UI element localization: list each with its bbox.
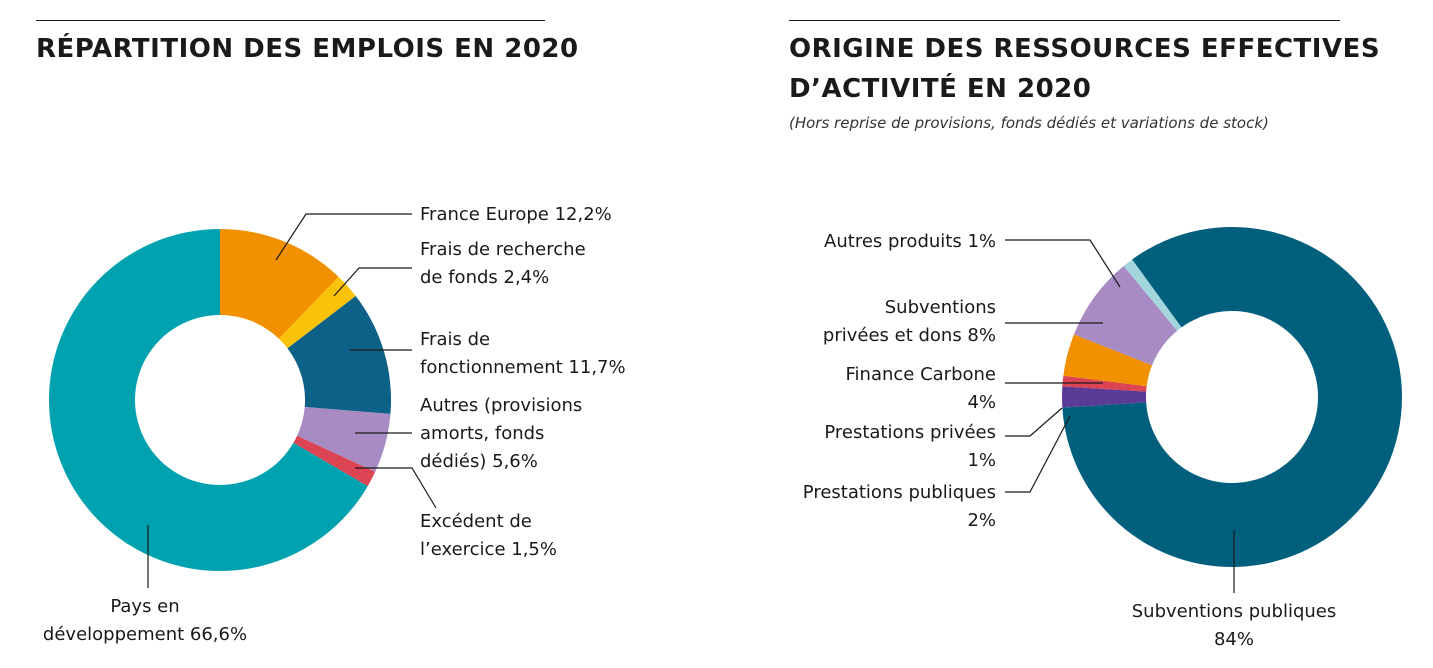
leader-line-autres-produits <box>1005 239 1121 288</box>
label-subventions-privees-et-dons: Subventions <box>885 297 996 318</box>
chart-title: RÉPARTITION DES EMPLOIS EN 2020 <box>36 34 579 64</box>
label-excedent-de-l-exercice: Excédent de <box>420 511 532 532</box>
label-pays-en-developpement: Pays en <box>110 596 179 617</box>
donut-chart-emplois: France Europe 12,2% Frais de recherche de … <box>43 204 626 645</box>
label-prestations-privees: Prestations privées <box>824 422 996 443</box>
leader-line-frais-de-recherche-de-fonds <box>333 267 412 297</box>
label-autres-provisions-amorts-fonds-dedies: Autres (provisions <box>420 395 582 416</box>
label-autres-provisions-amorts-fonds-dedies: amorts, fonds <box>420 423 544 444</box>
slice-autres-provisions-amorts-fonds-dedies <box>297 406 391 472</box>
slice-frais-de-recherche-de-fonds <box>278 276 356 349</box>
title-rule <box>36 20 545 21</box>
title-rule <box>789 20 1340 21</box>
chart-panel-ressources: ORIGINE DES RESSOURCES EFFECTIVES D’ACTI… <box>700 0 1433 668</box>
slice-prestations-publiques <box>1062 386 1147 408</box>
leader-line-prestations-privees <box>1005 407 1063 437</box>
label-subventions-publiques: Subventions publiques <box>1132 601 1337 622</box>
slice-finance-carbone <box>1063 334 1153 387</box>
label-excedent-de-l-exercice: l’exercice 1,5% <box>420 539 557 560</box>
label-subventions-privees-et-dons: privées et dons 8% <box>823 325 996 346</box>
chart-title-line-2: D’ACTIVITÉ EN 2020 <box>789 74 1092 104</box>
donut-chart-ressources: Subventions publiques 84% Prestations publ… <box>803 227 1403 650</box>
chart-panel-emplois: RÉPARTITION DES EMPLOIS EN 2020 France E… <box>0 0 700 668</box>
leader-line-excedent-de-l-exercice <box>355 467 437 509</box>
slice-pays-en-developpement <box>48 229 368 571</box>
label-subventions-publiques: 84% <box>1214 629 1254 650</box>
label-frais-de-recherche-de-fonds: de fonds 2,4% <box>420 267 549 288</box>
leader-line-prestations-publiques <box>1005 415 1071 493</box>
label-autres-provisions-amorts-fonds-dedies: dédiés) 5,6% <box>420 451 538 472</box>
slice-excedent-de-l-exercice <box>293 435 376 487</box>
chart-subtitle: (Hors reprise de provisions, fonds dédié… <box>789 114 1269 132</box>
label-finance-carbone: Finance Carbone <box>845 364 996 385</box>
label-pays-en-developpement: développement 66,6% <box>43 624 247 645</box>
slice-subventions-privees-et-dons <box>1073 266 1178 366</box>
label-frais-de-fonctionnement: fonctionnement 11,7% <box>420 357 626 378</box>
slice-france-europe <box>220 229 339 339</box>
slice-prestations-privees <box>1062 375 1147 392</box>
slice-autres-produits <box>1123 259 1182 331</box>
leader-line-france-europe <box>275 213 412 261</box>
label-prestations-publiques: 2% <box>967 510 996 531</box>
label-prestations-privees: 1% <box>967 450 996 471</box>
label-autres-produits: Autres produits 1% <box>824 231 996 252</box>
label-frais-de-recherche-de-fonds: Frais de recherche <box>420 239 586 260</box>
label-finance-carbone: 4% <box>967 392 996 413</box>
chart-title-line-1: ORIGINE DES RESSOURCES EFFECTIVES <box>789 34 1381 64</box>
slice-subventions-publiques <box>1062 227 1403 568</box>
label-frais-de-fonctionnement: Frais de <box>420 329 490 350</box>
label-prestations-publiques: Prestations publiques <box>803 482 996 503</box>
label-france-europe: France Europe 12,2% <box>420 204 612 225</box>
slice-frais-de-fonctionnement <box>287 296 391 414</box>
